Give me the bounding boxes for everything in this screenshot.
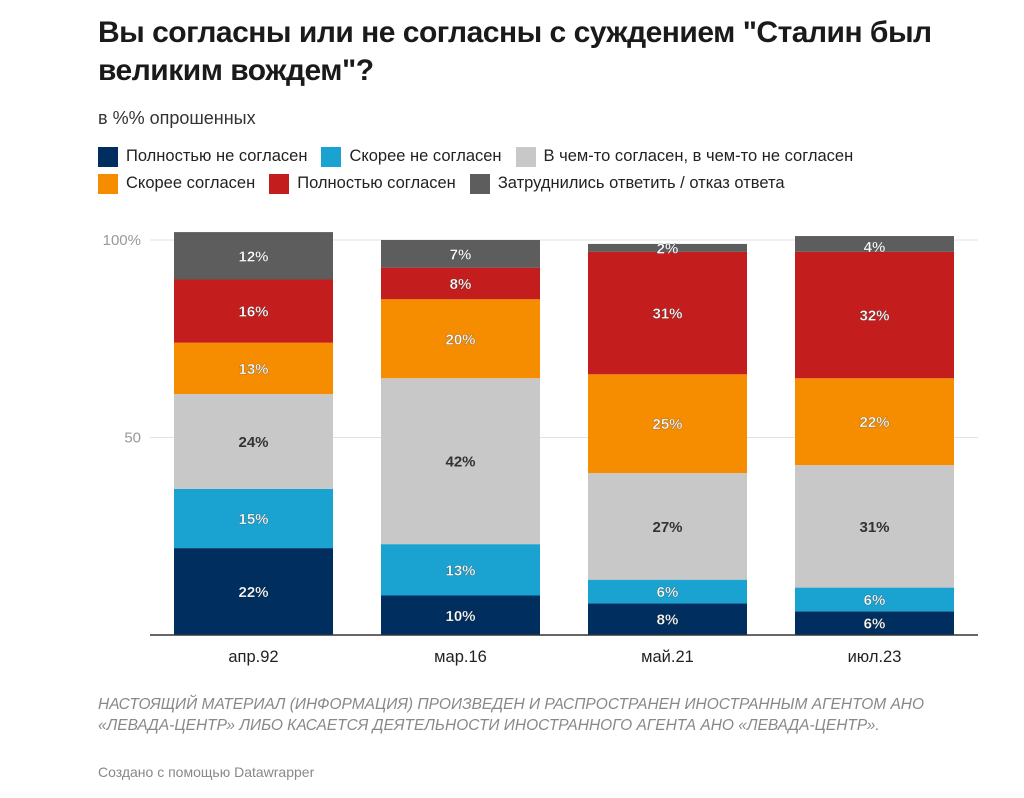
bar-segment <box>795 236 954 252</box>
data-label: 27% <box>652 519 682 536</box>
x-category-label: апр.92 <box>228 648 278 666</box>
legend-swatch <box>98 146 118 167</box>
data-label: 7% <box>450 246 472 263</box>
legend-item: В чем-то согласен, в чем-то не согласен <box>515 146 854 167</box>
legend-label: Скорее согласен <box>126 174 256 192</box>
data-label: 8% <box>657 612 679 629</box>
data-label: 22% <box>238 584 268 601</box>
legend-swatch <box>321 146 342 167</box>
legend-item: Скорее не согласен <box>321 146 502 167</box>
data-label: 13% <box>238 361 268 378</box>
x-category-label: май.21 <box>641 648 694 666</box>
legend-swatch <box>515 146 536 167</box>
x-category-label: мар.16 <box>434 648 487 666</box>
bar-segment <box>588 579 747 604</box>
legend-label: Затруднились ответить / отказ ответа <box>497 174 785 192</box>
bar-segment <box>795 251 954 379</box>
legend-swatch <box>269 173 290 194</box>
data-label: 13% <box>445 562 475 579</box>
legend-swatch <box>469 173 490 194</box>
bar-segment <box>795 465 954 588</box>
data-label: 24% <box>238 434 268 451</box>
data-label: 10% <box>445 608 475 625</box>
chart-subtitle: в %% опрошенных <box>98 108 256 128</box>
datawrapper-credit: Создано с помощью Datawrapper <box>98 764 315 780</box>
bar-segment <box>381 595 540 635</box>
y-tick-label: 100% <box>103 232 141 249</box>
bar-segment <box>174 548 333 635</box>
data-label: 31% <box>652 306 682 323</box>
data-label: 22% <box>859 414 889 431</box>
data-label: 20% <box>445 331 475 348</box>
bar-segment <box>795 611 954 635</box>
bar-segment <box>795 587 954 612</box>
chart-title: Вы согласны или не согласны с суждением … <box>98 16 932 87</box>
data-label: 2% <box>657 240 679 257</box>
bar-segment <box>381 544 540 596</box>
data-label: 4% <box>864 239 886 256</box>
data-label: 16% <box>238 304 268 321</box>
bar-segment <box>588 374 747 474</box>
legend-item: Затруднились ответить / отказ ответа <box>469 173 785 194</box>
bar-segment <box>588 603 747 635</box>
y-tick-label: 50 <box>124 430 141 447</box>
data-label: 6% <box>864 616 886 633</box>
bar-segment <box>174 342 333 395</box>
bar-segment <box>588 243 747 252</box>
data-label: 15% <box>238 511 268 528</box>
bar-segment <box>381 240 540 268</box>
legend-label: Скорее не согласен <box>349 147 502 165</box>
data-label: 32% <box>859 308 889 325</box>
bar-segment <box>174 279 333 343</box>
bar-segment <box>588 251 747 375</box>
bar-segment <box>174 394 333 489</box>
foreign-agent-notice: НАСТОЯЩИЙ МАТЕРИАЛ (ИНФОРМАЦИЯ) ПРОИЗВЕД… <box>98 696 925 734</box>
bar-segment <box>381 267 540 300</box>
legend-item: Скорее согласен <box>98 173 255 194</box>
legend-item: Полностью согласен <box>269 173 456 194</box>
data-label: 6% <box>657 584 679 601</box>
bar-segment <box>381 299 540 379</box>
data-label: 12% <box>238 248 268 265</box>
stacked-bar-chart: 100% 50 22% 15% 24% 13% 16% 12% апр.92 10% 13% 42% 2… <box>103 232 978 666</box>
legend-label: Полностью согласен <box>297 174 456 192</box>
data-label: 31% <box>859 519 889 536</box>
bar-segment <box>795 378 954 466</box>
legend-label: В чем-то согласен, в чем-то не согласен <box>543 147 854 165</box>
bar-segment <box>588 473 747 580</box>
legend-item: Полностью не согласен <box>98 146 307 167</box>
data-label: 42% <box>445 454 475 471</box>
chart-legend: Полностью не согласен Скорее не согласен В… <box>98 146 958 200</box>
bar-segment <box>174 232 333 280</box>
bar-segment <box>174 488 333 549</box>
x-category-label: июл.23 <box>848 648 902 666</box>
data-label: 8% <box>450 276 472 293</box>
bar-segment <box>381 378 540 545</box>
legend-label: Полностью не согласен <box>126 147 308 165</box>
legend-swatch <box>98 173 118 194</box>
data-label: 6% <box>864 592 886 609</box>
data-label: 25% <box>652 416 682 433</box>
